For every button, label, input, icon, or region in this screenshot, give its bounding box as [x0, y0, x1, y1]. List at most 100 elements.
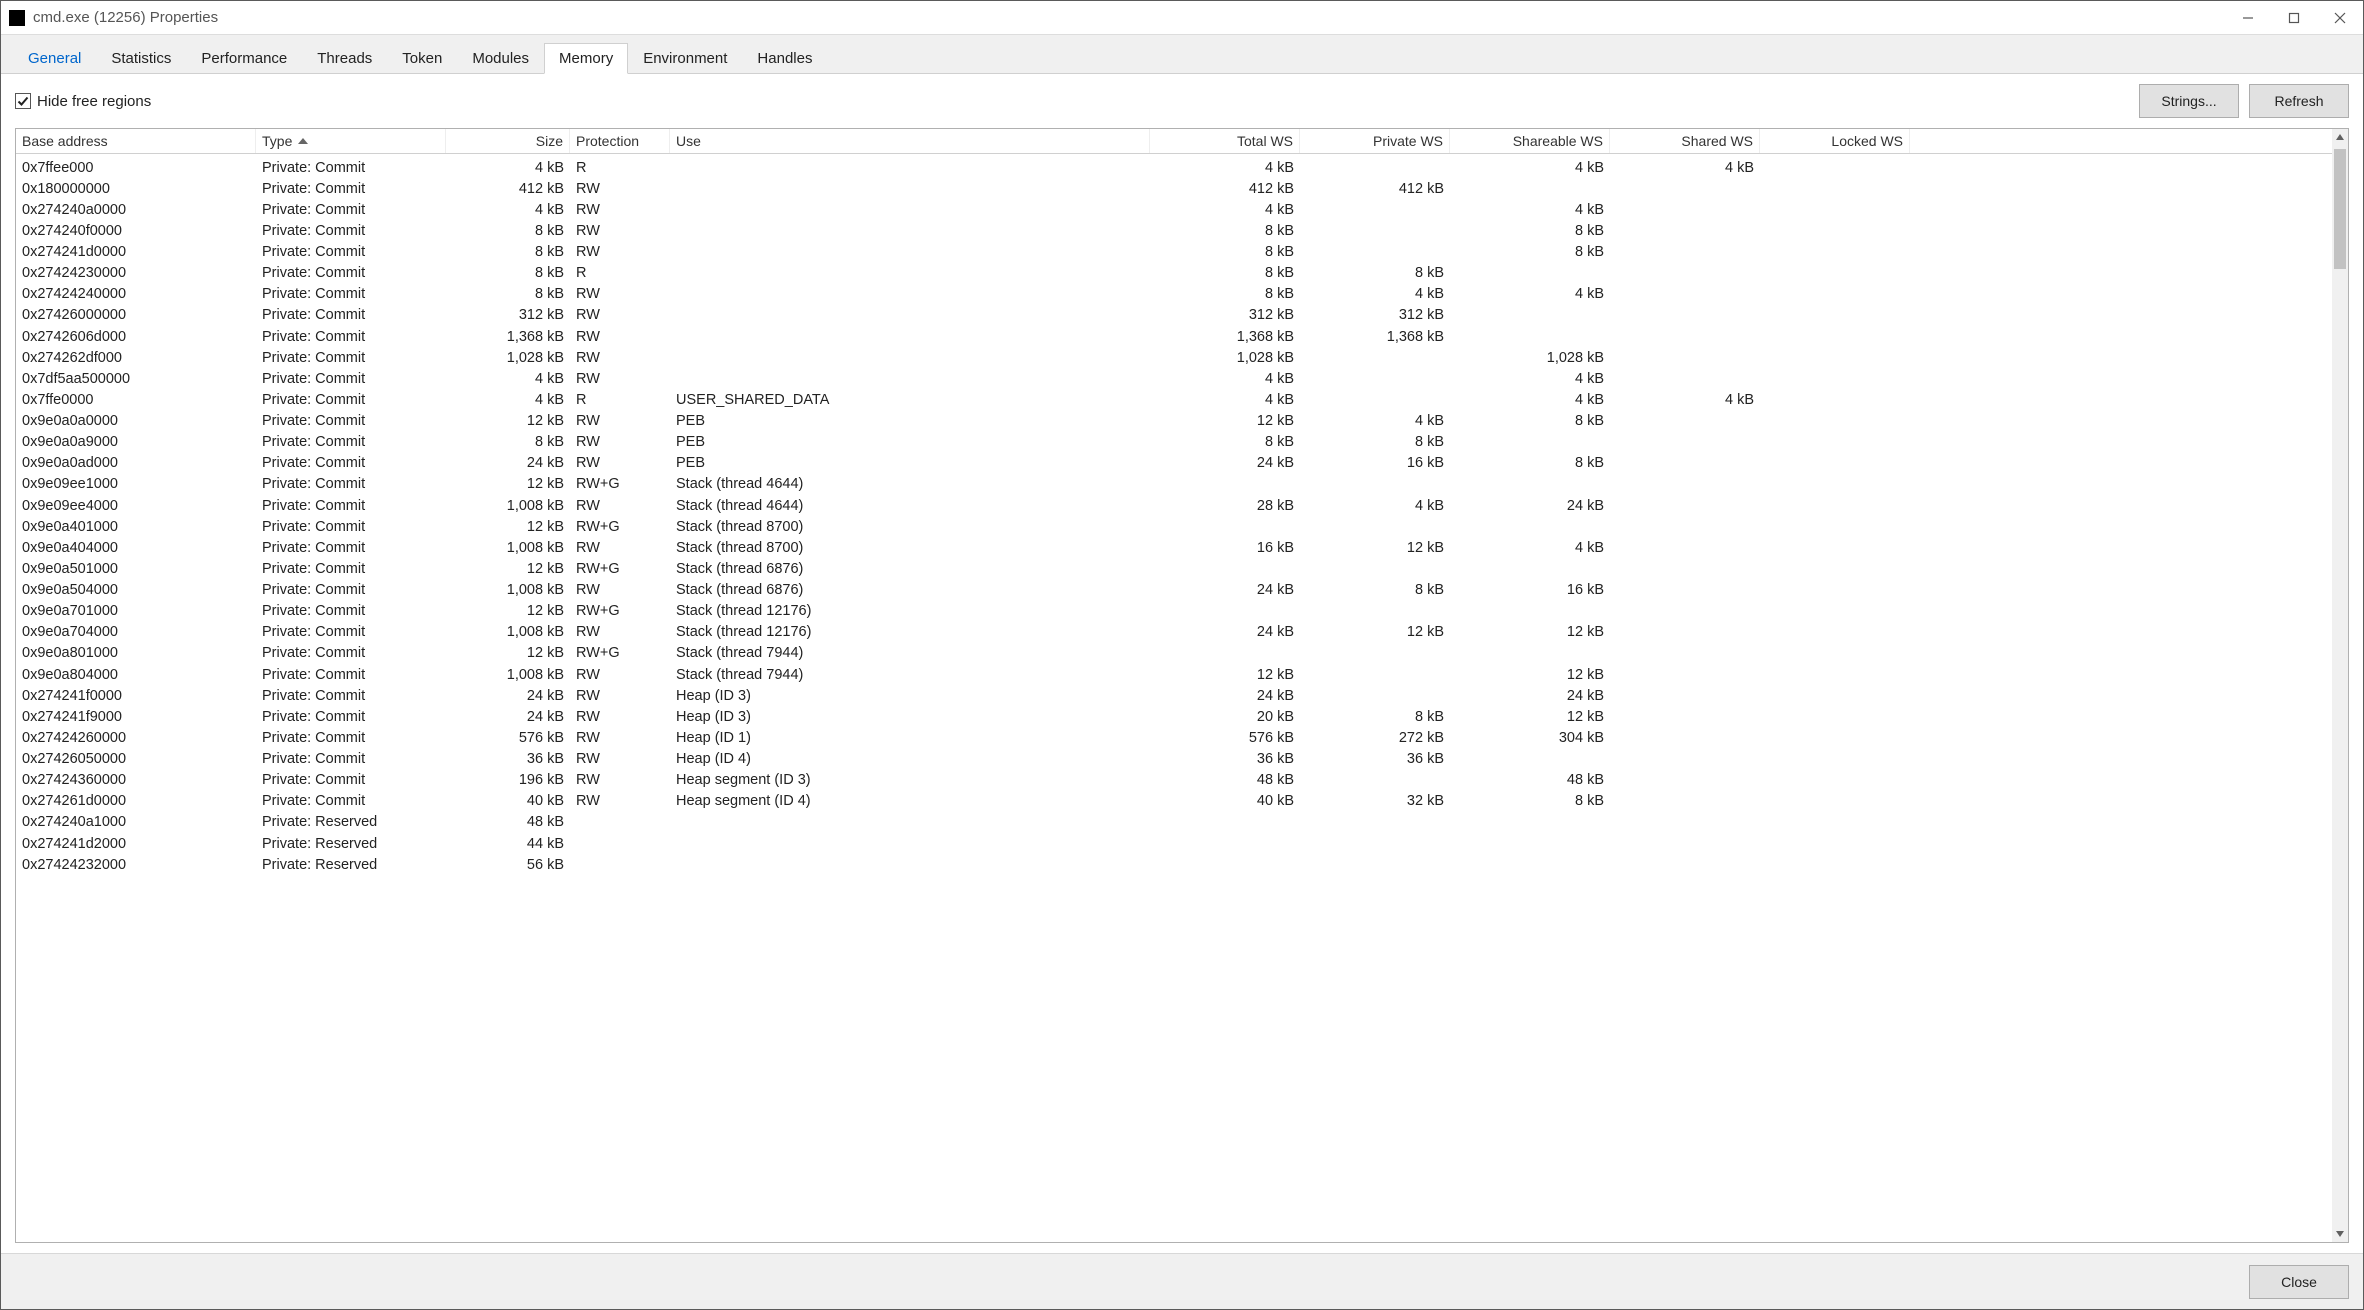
strings-button[interactable]: Strings...	[2139, 84, 2239, 118]
cell-pws: 412 kB	[1300, 178, 1450, 199]
table-row[interactable]: 0x9e0a401000Private: Commit12 kBRW+GStac…	[16, 516, 2332, 537]
col-header-tws[interactable]: Total WS	[1150, 129, 1300, 153]
tab-modules[interactable]: Modules	[457, 43, 544, 73]
table-row[interactable]: 0x274261d0000Private: Commit40 kBRWHeap …	[16, 791, 2332, 812]
col-header-use[interactable]: Use	[670, 129, 1150, 153]
cell-lws	[1760, 220, 1910, 241]
table-row[interactable]: 0x9e0a801000Private: Commit12 kBRW+GStac…	[16, 643, 2332, 664]
cell-prot: RW+G	[570, 558, 670, 579]
table-row[interactable]: 0x27426000000Private: Commit312 kBRW312 …	[16, 305, 2332, 326]
cell-type: Private: Commit	[256, 685, 446, 706]
table-row[interactable]: 0x9e09ee4000Private: Commit1,008 kBRWSta…	[16, 495, 2332, 516]
table-row[interactable]: 0x9e0a701000Private: Commit12 kBRW+GStac…	[16, 601, 2332, 622]
cell-prot: RW+G	[570, 474, 670, 495]
cell-shws	[1450, 812, 1610, 833]
table-row[interactable]: 0x274241f9000Private: Commit24 kBRWHeap …	[16, 706, 2332, 727]
table-row[interactable]: 0x2742606d000Private: Commit1,368 kBRW1,…	[16, 326, 2332, 347]
tab-memory[interactable]: Memory	[544, 43, 628, 74]
table-row[interactable]: 0x274240a1000Private: Reserved48 kB	[16, 812, 2332, 833]
tab-environment[interactable]: Environment	[628, 43, 742, 73]
cell-lws	[1760, 453, 1910, 474]
table-row[interactable]: 0x180000000Private: Commit412 kBRW412 kB…	[16, 178, 2332, 199]
table-row[interactable]: 0x9e0a0a0000Private: Commit12 kBRWPEB12 …	[16, 411, 2332, 432]
table-row[interactable]: 0x9e0a0a9000Private: Commit8 kBRWPEB8 kB…	[16, 432, 2332, 453]
table-row[interactable]: 0x27424260000Private: Commit576 kBRWHeap…	[16, 727, 2332, 748]
tab-general[interactable]: General	[13, 43, 96, 73]
col-header-prot[interactable]: Protection	[570, 129, 670, 153]
cell-tws: 24 kB	[1150, 453, 1300, 474]
table-row[interactable]: 0x9e0a504000Private: Commit1,008 kBRWSta…	[16, 580, 2332, 601]
table-row[interactable]: 0x274240f0000Private: Commit8 kBRW8 kB8 …	[16, 220, 2332, 241]
table-row[interactable]: 0x27424230000Private: Commit8 kBR8 kB8 k…	[16, 263, 2332, 284]
table-row[interactable]: 0x27424360000Private: Commit196 kBRWHeap…	[16, 770, 2332, 791]
titlebar[interactable]: cmd.exe (12256) Properties	[1, 1, 2363, 35]
scroll-up-button[interactable]	[2332, 129, 2348, 145]
minimize-button[interactable]	[2225, 1, 2271, 35]
table-row[interactable]: 0x9e0a0ad000Private: Commit24 kBRWPEB24 …	[16, 453, 2332, 474]
cell-size: 24 kB	[446, 706, 570, 727]
scroll-track[interactable]	[2332, 145, 2348, 1226]
table-row[interactable]: 0x274262df000Private: Commit1,028 kBRW1,…	[16, 347, 2332, 368]
cell-type: Private: Commit	[256, 791, 446, 812]
cell-base: 0x7ffee000	[16, 157, 256, 178]
table-row[interactable]: 0x9e0a804000Private: Commit1,008 kBRWSta…	[16, 664, 2332, 685]
col-header-shws[interactable]: Shareable WS	[1450, 129, 1610, 153]
cell-use: PEB	[670, 453, 1150, 474]
cell-size: 412 kB	[446, 178, 570, 199]
table-row[interactable]: 0x9e0a704000Private: Commit1,008 kBRWSta…	[16, 622, 2332, 643]
cell-pws	[1300, 516, 1450, 537]
table-row[interactable]: 0x7df5aa500000Private: Commit4 kBRW4 kB4…	[16, 368, 2332, 389]
tab-performance[interactable]: Performance	[186, 43, 302, 73]
cell-size: 1,008 kB	[446, 622, 570, 643]
tab-threads[interactable]: Threads	[302, 43, 387, 73]
cell-type: Private: Commit	[256, 347, 446, 368]
scroll-down-button[interactable]	[2332, 1226, 2348, 1242]
refresh-button[interactable]: Refresh	[2249, 84, 2349, 118]
cell-base: 0x27426000000	[16, 305, 256, 326]
table-row[interactable]: 0x274241d0000Private: Commit8 kBRW8 kB8 …	[16, 242, 2332, 263]
col-header-base[interactable]: Base address	[16, 129, 256, 153]
table-row[interactable]: 0x7ffee000Private: Commit4 kBR4 kB4 kB4 …	[16, 157, 2332, 178]
tab-statistics[interactable]: Statistics	[96, 43, 186, 73]
table-row[interactable]: 0x7ffe0000Private: Commit4 kBRUSER_SHARE…	[16, 389, 2332, 410]
table-body[interactable]: 0x7ffee000Private: Commit4 kBR4 kB4 kB4 …	[16, 157, 2332, 1242]
table-row[interactable]: 0x9e09ee1000Private: Commit12 kBRW+GStac…	[16, 474, 2332, 495]
table-row[interactable]: 0x9e0a501000Private: Commit12 kBRW+GStac…	[16, 558, 2332, 579]
cell-lws	[1760, 157, 1910, 178]
cell-lws	[1760, 263, 1910, 284]
table-row[interactable]: 0x27426050000Private: Commit36 kBRWHeap …	[16, 749, 2332, 770]
cell-pws: 12 kB	[1300, 622, 1450, 643]
close-window-button[interactable]	[2317, 1, 2363, 35]
hide-free-checkbox[interactable]	[15, 93, 31, 109]
col-header-lws[interactable]: Locked WS	[1760, 129, 1910, 153]
tab-handles[interactable]: Handles	[742, 43, 827, 73]
cell-base: 0x27424230000	[16, 263, 256, 284]
table-row[interactable]: 0x9e0a404000Private: Commit1,008 kBRWSta…	[16, 537, 2332, 558]
col-header-size[interactable]: Size	[446, 129, 570, 153]
cell-shws: 24 kB	[1450, 685, 1610, 706]
cell-tws: 20 kB	[1150, 706, 1300, 727]
col-header-sws[interactable]: Shared WS	[1610, 129, 1760, 153]
col-header-type[interactable]: Type	[256, 129, 446, 153]
table-row[interactable]: 0x27424240000Private: Commit8 kBRW8 kB4 …	[16, 284, 2332, 305]
cell-sws	[1610, 854, 1760, 875]
cell-sws	[1610, 474, 1760, 495]
table-row[interactable]: 0x274241d2000Private: Reserved44 kB	[16, 833, 2332, 854]
maximize-button[interactable]	[2271, 1, 2317, 35]
table-row[interactable]: 0x27424232000Private: Reserved56 kB	[16, 854, 2332, 875]
table-row[interactable]: 0x274241f0000Private: Commit24 kBRWHeap …	[16, 685, 2332, 706]
scroll-thumb[interactable]	[2334, 149, 2346, 269]
cell-prot: RW	[570, 326, 670, 347]
col-header-pws[interactable]: Private WS	[1300, 129, 1450, 153]
tab-token[interactable]: Token	[387, 43, 457, 73]
cell-prot	[570, 854, 670, 875]
cell-use	[670, 199, 1150, 220]
table-row[interactable]: 0x274240a0000Private: Commit4 kBRW4 kB4 …	[16, 199, 2332, 220]
cell-lws	[1760, 812, 1910, 833]
cell-prot: RW	[570, 305, 670, 326]
close-button[interactable]: Close	[2249, 1265, 2349, 1299]
vertical-scrollbar[interactable]	[2332, 129, 2348, 1242]
cell-lws	[1760, 706, 1910, 727]
cell-pws	[1300, 157, 1450, 178]
table-header[interactable]: Base addressTypeSizeProtectionUseTotal W…	[16, 129, 2348, 154]
